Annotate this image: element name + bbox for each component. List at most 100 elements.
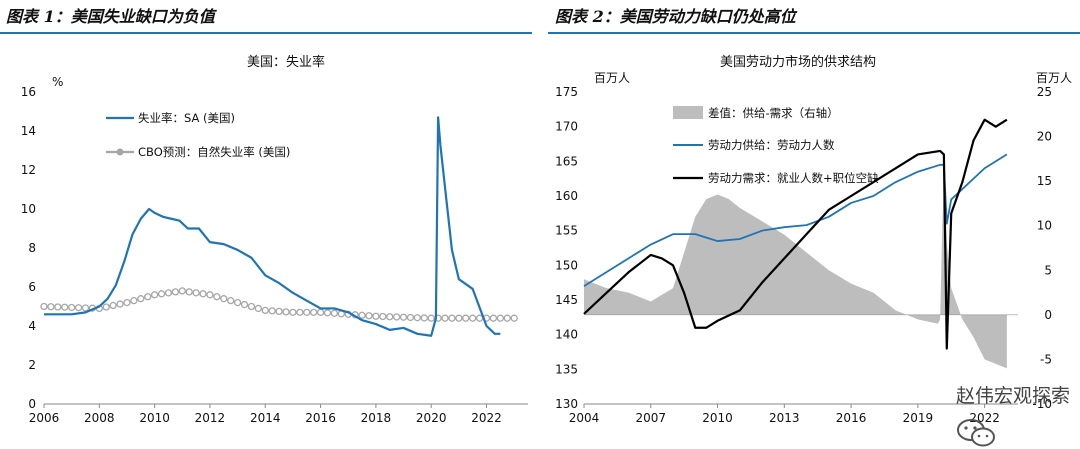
natural-rate-marker — [123, 298, 131, 307]
natural-rate-marker — [171, 288, 180, 296]
natural-rate-marker — [220, 295, 228, 303]
natural-rate-marker — [157, 290, 166, 298]
x-tick-label: 2014 — [250, 411, 281, 425]
natural-rate-marker — [47, 303, 55, 311]
natural-rate-marker — [289, 308, 297, 317]
natural-rate-marker — [469, 314, 477, 322]
y-right-tick-label: 5 — [1044, 263, 1052, 277]
y-left-tick-label: 150 — [555, 258, 578, 272]
y-right-tick-label: -5 — [1040, 352, 1052, 366]
y-right-tick-label: -10 — [1032, 397, 1052, 411]
natural-rate-marker — [213, 293, 221, 301]
natural-rate-marker — [74, 304, 83, 312]
y-tick-label: 12 — [21, 163, 36, 177]
x-tick-label: 2006 — [29, 411, 60, 425]
natural-rate-marker — [323, 309, 332, 317]
natural-rate-marker — [240, 300, 249, 309]
natural-rate-marker — [413, 314, 422, 322]
natural-rate-marker — [185, 288, 193, 296]
natural-rate-marker — [275, 307, 283, 316]
natural-rate-marker — [330, 309, 339, 317]
natural-rate-marker — [227, 296, 235, 305]
y-tick-label: 14 — [21, 124, 36, 138]
y-left-tick-label: 130 — [555, 397, 578, 411]
natural-rate-marker — [164, 289, 173, 297]
natural-rate-marker — [61, 303, 69, 311]
natural-rate-marker — [199, 290, 207, 298]
y-left-tick-label: 145 — [555, 293, 578, 307]
natural-rate-marker — [455, 314, 463, 322]
chart-title: 美国：失业率 — [247, 54, 325, 70]
y-tick-label: 8 — [28, 241, 36, 255]
natural-rate-marker — [296, 308, 304, 317]
natural-rate-marker — [68, 303, 76, 312]
y-left-tick-label: 140 — [555, 328, 578, 342]
natural-rate-marker — [386, 313, 394, 321]
legend-label-unemployment-rate: 失业率：SA (美国) — [138, 111, 235, 125]
x-tick-label: 2016 — [836, 411, 867, 425]
y-right-tick-label: 25 — [1037, 85, 1052, 99]
natural-rate-marker — [441, 314, 449, 322]
natural-rate-marker — [379, 312, 387, 321]
unemployment-chart: 美国：失业率% 0 2 4 6 8 10 12 14 16 2006 2008 2010 2012 2014… — [21, 54, 528, 425]
y-tick-label: 2 — [28, 358, 36, 372]
legend-marker-natural-rate — [116, 148, 124, 156]
y-right-tick-label: 10 — [1037, 219, 1052, 233]
natural-rate-marker — [144, 293, 152, 301]
natural-rate-marker — [247, 302, 256, 311]
y-tick-label: 0 — [28, 397, 36, 411]
natural-rate-marker — [206, 291, 214, 299]
natural-rate-marker — [261, 306, 269, 315]
natural-rate-marker — [303, 308, 311, 317]
natural-rate-marker — [496, 314, 504, 322]
legend-label-labor-supply: 劳动力供给：劳动力人数 — [708, 138, 835, 152]
figure-2-title: 图表 2：美国劳动力缺口仍处高位 — [555, 7, 796, 26]
header-rule-2 — [548, 32, 1080, 34]
figure-1-title: 图表 1：美国失业缺口为负值 — [6, 7, 215, 26]
y-tick-label: 10 — [21, 202, 36, 216]
y-axis-right-unit: 百万人 — [1036, 71, 1072, 85]
natural-rate-marker — [427, 314, 435, 322]
y-left-tick-label: 155 — [555, 224, 578, 238]
x-tick-label: 2020 — [416, 411, 447, 425]
legend-label-labor-demand: 劳动力需求：就业人数+职位空缺 — [708, 171, 879, 185]
series-line-labor-demand — [583, 118, 1008, 350]
natural-rate-marker — [310, 308, 318, 317]
natural-rate-marker — [358, 311, 366, 319]
y-axis-left-unit: 百万人 — [594, 71, 630, 85]
natural-rate-marker — [503, 314, 511, 322]
natural-rate-marker — [109, 301, 117, 310]
x-tick-label: 2016 — [305, 411, 336, 425]
natural-rate-marker — [365, 312, 373, 320]
y-right-tick-label: 20 — [1037, 130, 1052, 144]
natural-rate-marker — [448, 314, 456, 322]
natural-rate-marker — [137, 295, 145, 303]
header-rule-1 — [0, 32, 532, 34]
natural-rate-marker — [316, 308, 325, 317]
natural-rate-marker — [462, 314, 470, 322]
natural-rate-marker — [392, 313, 401, 321]
natural-rate-marker — [130, 296, 138, 305]
series-area-gap — [584, 181, 1007, 369]
natural-rate-marker — [406, 313, 415, 322]
natural-rate-marker — [40, 302, 48, 311]
y-axis-unit: % — [52, 75, 63, 89]
natural-rate-marker — [282, 308, 290, 316]
legend-label-natural-rate: CBO预测：自然失业率 (美国) — [138, 145, 290, 159]
x-tick-label: 2010 — [702, 411, 733, 425]
x-tick-label: 2004 — [569, 411, 600, 425]
legend-label-gap: 差值：供给-需求（右轴） — [708, 106, 839, 120]
natural-rate-marker — [489, 314, 498, 322]
natural-rate-marker — [54, 303, 62, 311]
natural-rate-marker — [178, 287, 186, 295]
y-tick-label: 6 — [28, 280, 36, 294]
x-tick-label: 2022 — [471, 411, 502, 425]
natural-rate-marker — [268, 307, 276, 315]
y-right-tick-label: 15 — [1037, 174, 1052, 188]
natural-rate-marker — [102, 303, 110, 311]
natural-rate-marker — [510, 314, 518, 322]
x-tick-label: 2007 — [635, 411, 666, 425]
natural-rate-marker — [372, 312, 380, 320]
natural-rate-marker — [81, 304, 90, 312]
y-left-tick-label: 135 — [555, 362, 578, 376]
